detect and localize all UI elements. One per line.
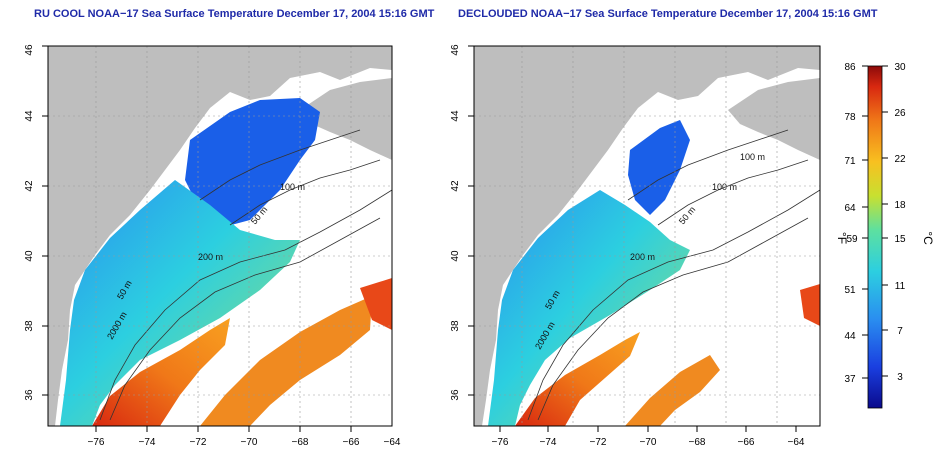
left-y-tick: 42 [24, 180, 35, 192]
right-x-tick: −70 [640, 437, 657, 448]
colorbar-c-tick: 3 [897, 372, 903, 383]
right-map-grid [474, 46, 820, 426]
colorbar-f-tick: 71 [844, 156, 856, 167]
colorbar-f-tick: 64 [844, 203, 856, 214]
left-map-nova-scotia [300, 78, 392, 160]
left-map-title: RU COOL NOAA−17 Sea Surface Temperature … [34, 8, 435, 20]
left-contour-label: 200 m [198, 252, 223, 262]
left-x-tick: −72 [190, 437, 207, 448]
right-y-tick: 44 [450, 110, 461, 122]
colorbar-c-tick: 26 [894, 108, 906, 119]
right-x-tick: −66 [738, 437, 755, 448]
colorbar-f-tick: 44 [844, 331, 856, 342]
right-contour-label: 100 m [712, 182, 737, 192]
left-x-tick: −76 [88, 437, 105, 448]
right-map-y-axis: 36 38 40 42 44 46 [450, 44, 461, 401]
left-map-shelf-water [60, 180, 300, 426]
right-y-tick: 36 [450, 389, 461, 401]
right-x-tick: −64 [788, 437, 805, 448]
colorbar [867, 65, 883, 409]
right-map: 200 m 100 m 100 m 2000 m 50 m 50 m [474, 46, 820, 426]
left-map-warm-water [92, 318, 230, 426]
right-map-isobaths [527, 129, 820, 421]
left-map-grid [48, 46, 392, 426]
colorbar-f-label: °F [835, 232, 849, 244]
right-x-tick: −72 [590, 437, 607, 448]
left-map-tick-marks [42, 45, 352, 432]
left-map-cold-water [185, 98, 320, 228]
colorbar-tick-marks [862, 65, 888, 379]
right-contour-label: 200 m [630, 252, 655, 262]
colorbar-c-tick: 7 [897, 326, 903, 337]
colorbar-c-tick: 15 [894, 234, 906, 245]
right-y-tick: 38 [450, 320, 461, 332]
right-y-tick: 46 [450, 44, 461, 56]
right-map-warm-water [515, 332, 640, 426]
left-map-isobaths [99, 129, 392, 421]
right-map-warm-band [625, 355, 720, 426]
right-x-tick: −76 [492, 437, 509, 448]
colorbar-c-tick: 30 [894, 62, 906, 73]
left-x-tick: −64 [384, 437, 401, 448]
left-y-tick: 36 [24, 389, 35, 401]
right-map-cold-water [628, 120, 690, 215]
right-x-tick: −68 [689, 437, 706, 448]
colorbar-f-tick: 51 [844, 285, 856, 296]
left-map-frame [47, 45, 393, 427]
right-map-x-axis: −76 −74 −72 −70 −68 −66 −64 [492, 437, 805, 448]
colorbar-f-tick: 59 [846, 234, 858, 245]
right-contour-label: 100 m [740, 152, 765, 162]
right-map-tick-marks [468, 45, 797, 432]
colorbar-c-tick: 22 [894, 154, 906, 165]
left-map-warm-patch [360, 278, 392, 330]
right-map-frame [473, 45, 821, 427]
colorbar-f-tick: 37 [844, 374, 856, 385]
left-x-tick: −68 [292, 437, 309, 448]
right-map-shelf-water [488, 190, 690, 426]
right-map-land [474, 46, 820, 426]
left-contour-label: 100 m [280, 182, 305, 192]
left-map-y-axis: 36 38 40 42 44 46 [24, 44, 35, 401]
right-y-tick: 42 [450, 180, 461, 192]
right-map-nova-scotia [728, 78, 820, 160]
colorbar-f-ticks: 86 78 71 64 59 51 44 37 [844, 62, 858, 385]
colorbar-c-tick: 11 [895, 281, 906, 292]
right-map-title: DECLOUDED NOAA−17 Sea Surface Temperatur… [458, 8, 878, 20]
colorbar-f-tick: 86 [844, 62, 856, 73]
left-map-warm-band [200, 296, 372, 426]
right-map-warm-patch [800, 284, 820, 326]
left-x-tick: −70 [241, 437, 258, 448]
left-x-tick: −66 [343, 437, 360, 448]
left-map-land [48, 46, 392, 426]
left-y-tick: 40 [24, 250, 35, 262]
colorbar-c-label: °C [921, 231, 935, 245]
left-y-tick: 38 [24, 320, 35, 332]
left-map-x-axis: −76 −74 −72 −70 −68 −66 −64 [88, 437, 401, 448]
left-y-tick: 46 [24, 44, 35, 56]
colorbar-f-tick: 78 [844, 112, 856, 123]
colorbar-c-ticks: 30 26 22 18 15 11 7 3 [894, 62, 906, 383]
left-x-tick: −74 [139, 437, 156, 448]
colorbar-c-tick: 18 [894, 200, 906, 211]
right-y-tick: 40 [450, 250, 461, 262]
right-x-tick: −74 [540, 437, 557, 448]
left-map: 200 m 100 m 2000 m 50 m 50 m [48, 46, 392, 426]
left-y-tick: 44 [24, 110, 35, 122]
